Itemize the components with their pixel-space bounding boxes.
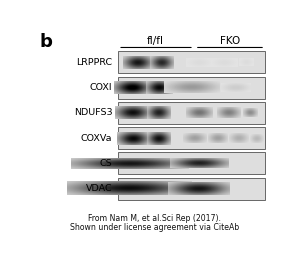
Text: COXI: COXI — [90, 83, 112, 92]
Text: CS: CS — [100, 159, 112, 168]
Text: fl/fl: fl/fl — [147, 36, 163, 46]
Text: From Nam M, et al.Sci Rep (2017).: From Nam M, et al.Sci Rep (2017). — [88, 214, 221, 223]
Text: VDAC: VDAC — [86, 184, 112, 193]
Text: NDUFS3: NDUFS3 — [74, 109, 112, 118]
Text: b: b — [40, 33, 53, 51]
Text: COXVa: COXVa — [81, 134, 112, 143]
Text: Shown under license agreement via CiteAb: Shown under license agreement via CiteAb — [70, 223, 239, 232]
Text: FKO: FKO — [220, 36, 240, 46]
Text: LRPPRC: LRPPRC — [76, 58, 112, 67]
